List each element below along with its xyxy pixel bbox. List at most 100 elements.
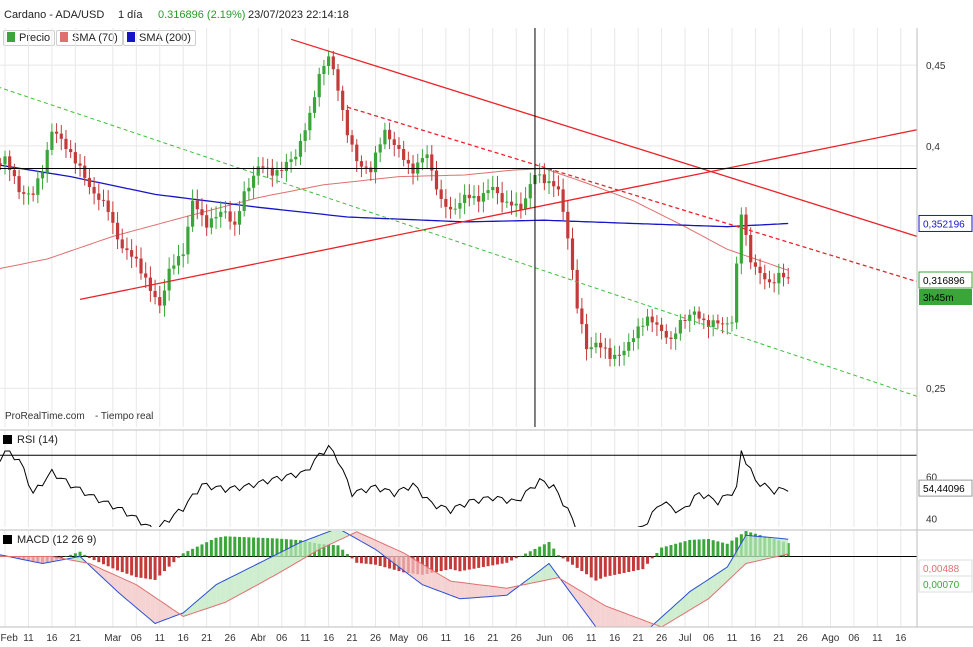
candle-body	[162, 290, 167, 306]
macd-signal-fill	[37, 556, 43, 564]
candle-body	[430, 154, 434, 171]
candle-body	[458, 203, 462, 209]
legend-sma200-swatch	[127, 32, 135, 42]
macd-signal-fill	[436, 572, 442, 592]
macd-signal-fill	[581, 591, 587, 615]
macd-histogram-bar	[735, 537, 739, 557]
candle-body	[402, 148, 406, 160]
macd-histogram-bar	[702, 539, 706, 557]
macd-signal-fill	[136, 584, 141, 612]
candle-body	[247, 187, 251, 192]
macd-signal-fill	[633, 616, 639, 627]
macd-signal-fill	[685, 591, 690, 613]
legend-price[interactable]: Precio	[3, 30, 56, 46]
macd-histogram-bar	[256, 537, 260, 557]
macd-histogram-bar	[627, 556, 631, 573]
macd-histogram-bar	[674, 543, 678, 557]
candle-body	[22, 192, 26, 194]
macd-histogram-bar	[453, 556, 457, 571]
macd-signal-fill	[333, 531, 338, 543]
candle-body	[158, 297, 162, 306]
last-price-tag: 0,316896	[923, 276, 965, 287]
macd-signal-fill	[220, 580, 226, 604]
macd-signal-fill	[103, 569, 109, 583]
macd-signal-fill	[319, 533, 324, 550]
macd-histogram-bar	[585, 556, 589, 575]
legend-sma70[interactable]: SMA (70)	[56, 30, 123, 46]
macd-histogram-bar	[608, 556, 612, 576]
macd-histogram-bar	[383, 556, 387, 568]
candle-body	[495, 186, 500, 194]
candle-body	[781, 272, 786, 278]
x-tick-label: 26	[370, 633, 382, 644]
macd-signal-fill	[253, 563, 259, 587]
macd-histogram-bar	[491, 556, 495, 566]
macd-signal-fill	[244, 568, 249, 592]
macd-signal-fill	[281, 549, 287, 572]
x-tick-label: 16	[323, 633, 335, 644]
macd-signal-fill	[441, 575, 446, 594]
macd-histogram-bar	[716, 541, 720, 557]
macd-histogram-bar	[589, 556, 593, 578]
macd-signal-fill	[605, 605, 610, 627]
candle-body	[214, 216, 218, 219]
candle-body	[280, 170, 284, 172]
candle-body	[106, 200, 110, 212]
macd-histogram-bar	[83, 554, 87, 557]
macd-signal-fill	[206, 588, 212, 609]
macd-panel	[0, 531, 917, 627]
candle-body	[331, 56, 335, 70]
macd-signal-fill	[314, 535, 320, 553]
macd-histogram-bar	[374, 556, 378, 565]
candle-body	[617, 354, 621, 356]
candle-body	[406, 159, 410, 164]
x-tick-label: 16	[895, 633, 907, 644]
macd-signal-fill	[361, 533, 367, 545]
macd-signal-fill	[300, 540, 306, 561]
panel-frames: RSI (14) MACD (12 26 9)	[0, 28, 973, 628]
candle-body	[463, 194, 467, 204]
candle-body	[317, 73, 321, 98]
trendline-3	[0, 87, 918, 397]
period-label[interactable]: 1 día	[118, 9, 143, 21]
macd-histogram-bar	[477, 556, 481, 568]
candle-body	[528, 184, 532, 199]
mode-label: - Tiempo real	[95, 411, 153, 422]
candle-body	[589, 347, 593, 350]
macd-signal-fill	[525, 577, 531, 585]
macd-signal-fill	[291, 544, 296, 566]
macd-histogram-bar	[359, 556, 363, 564]
macd-signal-fill	[675, 600, 681, 619]
macd-signal-fill	[413, 558, 418, 582]
macd-histogram-bar	[500, 556, 504, 564]
candle-body	[481, 193, 485, 202]
macd-signal-fill	[389, 546, 395, 564]
macd-signal-fill	[778, 538, 784, 557]
candle-body	[777, 272, 781, 284]
macd-histogram-bar	[434, 556, 438, 573]
legend-price-swatch	[7, 32, 15, 42]
macd-signal-fill	[671, 604, 676, 622]
macd-histogram-bar	[219, 537, 223, 557]
candle-body	[660, 324, 664, 331]
macd-signal-fill	[455, 581, 460, 599]
candle-body	[237, 210, 242, 225]
legend-sma200-label: SMA (200)	[139, 32, 191, 44]
macd-histogram-bar	[711, 540, 715, 557]
macd-histogram-bar	[350, 556, 354, 559]
price-candles[interactable]	[0, 50, 790, 367]
macd-signal-fill	[713, 573, 718, 595]
x-tick-label: 06	[417, 633, 429, 644]
candle-body	[636, 326, 640, 339]
candle-body	[444, 198, 448, 207]
macd-signal-fill	[445, 578, 451, 596]
macd-signal-fill	[164, 603, 170, 620]
candle-body	[692, 311, 697, 315]
macd-histogram-bar	[542, 544, 546, 557]
candle-body	[786, 277, 790, 279]
macd-histogram-bar	[172, 556, 176, 563]
candle-body	[144, 273, 148, 278]
candle-body	[69, 149, 73, 153]
candle-body	[31, 193, 35, 195]
